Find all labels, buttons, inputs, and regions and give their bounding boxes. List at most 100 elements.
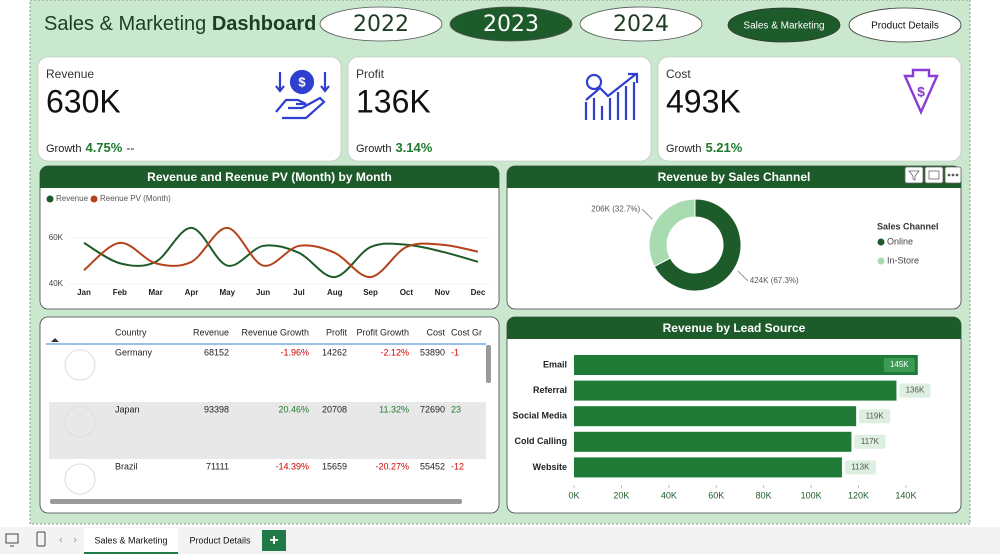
leader-line	[737, 270, 749, 282]
growth-trend: --	[126, 141, 134, 155]
nav-label[interactable]: Sales & Marketing	[743, 21, 824, 32]
growth-value: 5.21%	[705, 140, 742, 155]
data-label: 117K	[861, 437, 880, 446]
kpi-card	[657, 56, 962, 162]
column-header[interactable]: Cost Gr	[451, 327, 482, 337]
x-tick-label: 0K	[568, 490, 579, 500]
visual-header-icons[interactable]	[904, 166, 962, 184]
legend-marker	[46, 195, 54, 203]
tab[interactable]	[262, 530, 286, 551]
growth-label: Growth	[46, 143, 81, 155]
y-tick-label: Social Media	[512, 411, 568, 421]
x-tick-label: Feb	[113, 288, 127, 297]
column-header[interactable]: Profit Growth	[356, 327, 409, 337]
nav-button[interactable]	[727, 7, 841, 43]
kpi-growth: Growth 3.14%	[356, 140, 433, 155]
bar	[574, 380, 897, 401]
cell: -2.12%	[380, 347, 409, 357]
x-tick-label: Sep	[363, 288, 378, 297]
column-header[interactable]: Revenue	[193, 327, 229, 337]
y-tick-label: Referral	[533, 385, 567, 395]
card-header	[40, 166, 499, 188]
label-bg	[859, 409, 891, 424]
nav-button[interactable]	[848, 7, 962, 43]
cell: 71111	[206, 461, 229, 471]
year-label[interactable]: 2024	[613, 12, 669, 37]
legend-title: Sales Channel	[877, 221, 939, 231]
x-tick-label: 60K	[708, 490, 724, 500]
column-header[interactable]: Country	[115, 327, 147, 337]
sort-arrow[interactable]	[51, 338, 59, 342]
cell: 72690	[420, 404, 445, 414]
cell: 55452	[420, 461, 445, 471]
x-tick-label: Dec	[471, 288, 486, 297]
legend-label: In-Store	[887, 255, 919, 265]
column-header[interactable]: Cost	[426, 327, 445, 337]
leader-line	[641, 208, 653, 220]
tab-label[interactable]: Sales & Marketing	[94, 535, 167, 545]
cell: -20.27%	[375, 461, 409, 471]
card-header	[507, 166, 961, 188]
cell: 15659	[322, 461, 347, 471]
x-tick-label: Aug	[327, 288, 343, 297]
kpi-growth: Growth 4.75% --	[46, 140, 134, 155]
legend-label: Revenue	[56, 194, 89, 203]
y-tick-label: Website	[533, 462, 567, 472]
year-button[interactable]	[449, 6, 573, 42]
legend-marker	[877, 238, 885, 246]
cell: 14262	[322, 347, 347, 357]
label-bg	[883, 358, 915, 372]
row-bg	[49, 402, 486, 459]
bar	[574, 457, 842, 478]
kpi-card	[347, 56, 652, 162]
year-label[interactable]: 2022	[353, 12, 409, 37]
kpi-label: Profit	[356, 67, 385, 81]
kpi-value: 630K	[46, 83, 121, 119]
x-tick-label: 140K	[895, 490, 916, 500]
x-tick-label: Nov	[435, 288, 451, 297]
year-label[interactable]: 2023	[483, 12, 539, 37]
growth-label: Growth	[356, 143, 391, 155]
tab[interactable]	[84, 528, 178, 554]
tab[interactable]	[180, 528, 260, 554]
chart-title: Revenue by Sales Channel	[658, 170, 811, 184]
y-tick-label: 40K	[49, 279, 64, 288]
title: Sales & Marketing Dashboard	[44, 13, 316, 35]
x-tick-label: Apr	[185, 288, 199, 297]
cell: 93398	[204, 404, 229, 414]
x-tick-label: 40K	[661, 490, 677, 500]
year-button[interactable]	[579, 6, 703, 42]
kpi-label: Cost	[666, 67, 691, 81]
column-header[interactable]: Revenue Growth	[241, 327, 309, 337]
cell: 20.46%	[278, 404, 309, 414]
y-tick-label: 60K	[49, 233, 64, 242]
x-tick-label: 120K	[848, 490, 869, 500]
card-header	[507, 317, 961, 339]
label-bg	[844, 460, 876, 475]
icon-cost: $	[903, 68, 939, 115]
kpi-label: Revenue	[46, 67, 94, 81]
bar	[574, 355, 918, 375]
h-scrollbar[interactable]	[50, 499, 462, 504]
x-tick-label: 20K	[613, 490, 629, 500]
title-text: Sales & Marketing	[44, 13, 206, 35]
tab-label[interactable]: +	[269, 532, 278, 549]
view-icons[interactable]	[5, 531, 77, 547]
kpi-value: 493K	[666, 83, 741, 119]
bar	[574, 431, 852, 452]
year-button[interactable]	[319, 6, 443, 42]
x-tick-label: 80K	[756, 490, 772, 500]
cell: Japan	[115, 404, 140, 414]
column-header[interactable]: Profit	[326, 327, 348, 337]
cell: Brazil	[115, 461, 138, 471]
growth-value: 4.75%	[85, 140, 122, 155]
tab-label[interactable]: Product Details	[189, 535, 251, 545]
nav-label[interactable]: Product Details	[871, 21, 939, 32]
kpi-card	[37, 56, 342, 162]
x-tick-label: May	[219, 288, 235, 297]
kpi-growth: Growth 5.21%	[666, 140, 743, 155]
v-scrollbar[interactable]	[486, 345, 491, 383]
cell: 68152	[204, 347, 229, 357]
x-tick-label: 100K	[801, 490, 822, 500]
